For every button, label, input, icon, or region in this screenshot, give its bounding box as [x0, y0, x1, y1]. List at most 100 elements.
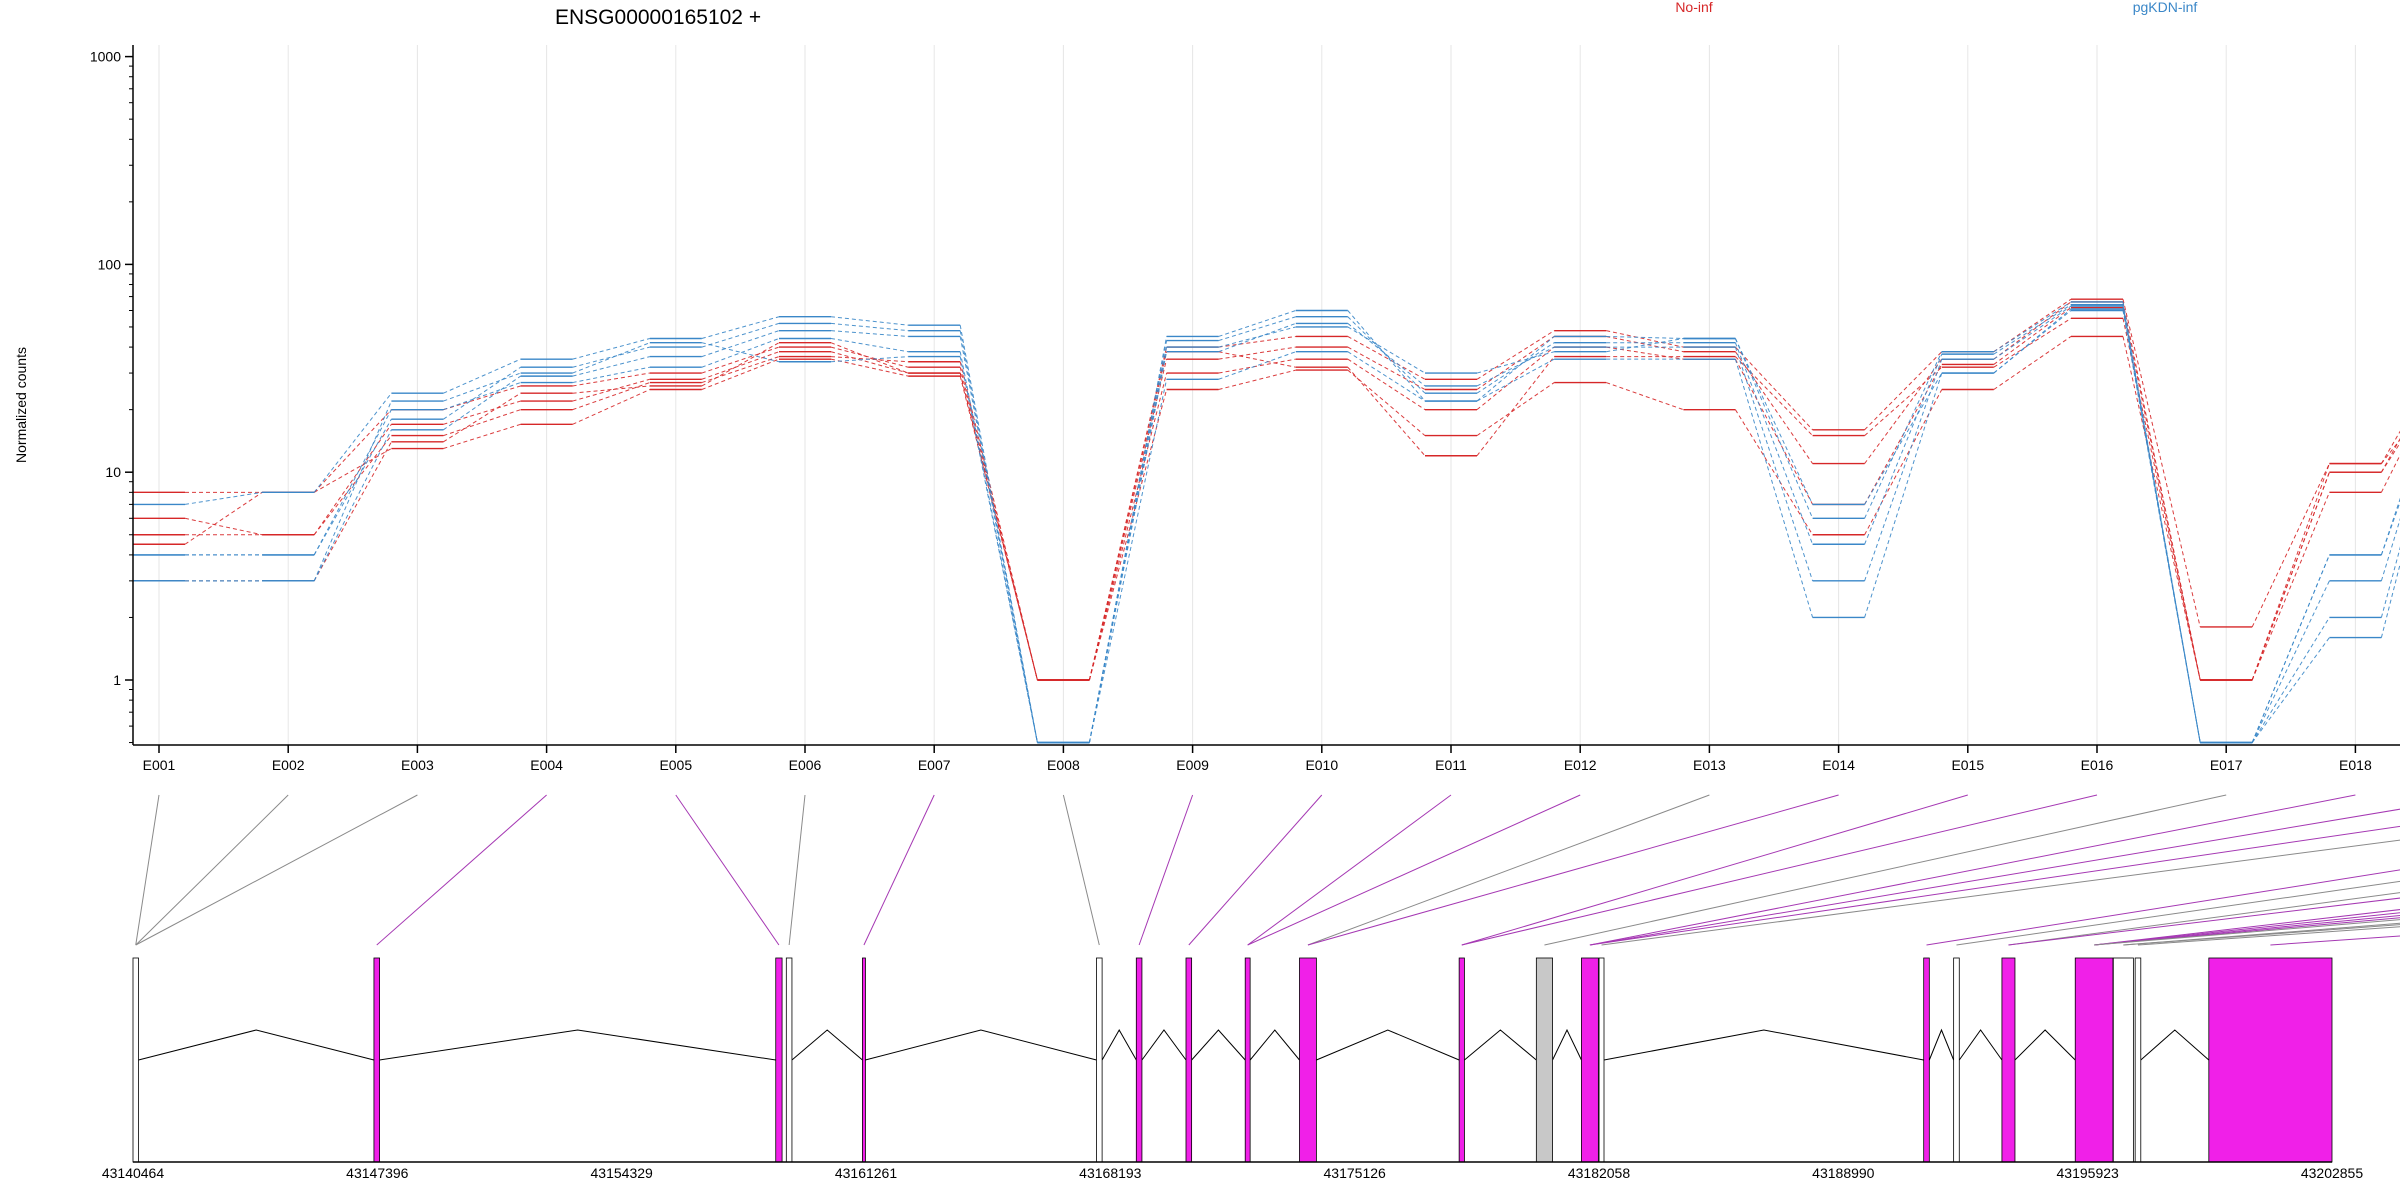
series-pgkdn-inf-7	[133, 36, 2400, 742]
x-axis: E001 E002 E003 E004 E005 E006 E007 E008 E009 E010…	[133, 744, 2400, 773]
exon-block	[2134, 957, 2142, 1163]
series-pgkdn-inf-6	[133, 36, 2400, 743]
exon-block	[2112, 957, 2134, 1163]
series-no-inf-2	[133, 16, 2400, 743]
exon-block	[775, 957, 783, 1163]
series-3-connector	[185, 17, 2400, 743]
connector-e030	[2094, 919, 2400, 946]
connector-e001	[135, 794, 160, 946]
genome-tick-label: 43140464	[102, 1165, 165, 1181]
x-tick-label-e002: E002	[272, 757, 305, 773]
series-2-connector	[185, 16, 2400, 743]
x-tick-label-e014: E014	[1822, 757, 1855, 773]
exon-block	[1185, 957, 1193, 1163]
genome-tick-label: 43147396	[346, 1165, 409, 1181]
exon-connector-lines	[135, 794, 2400, 946]
exon-block	[1135, 957, 1143, 1163]
exon-block	[1535, 957, 1553, 1163]
genome-tick-label: 43182058	[1568, 1165, 1631, 1181]
genome-tick-label: 43154329	[591, 1165, 654, 1181]
x-tick-label-e017: E017	[2210, 757, 2243, 773]
connector-e021	[1601, 839, 2400, 946]
connector-e029	[2094, 917, 2400, 946]
y-tick-label-1000: 1000	[90, 49, 121, 65]
series-10-connector	[185, 39, 2400, 743]
exon-block	[2074, 957, 2114, 1163]
exon-block	[1299, 957, 1317, 1163]
connector-e014	[1307, 794, 1839, 946]
exon-block	[785, 957, 793, 1163]
x-tick-label-e007: E007	[918, 757, 951, 773]
y-tick-label-1: 1	[113, 672, 121, 688]
connector-e016	[1461, 794, 2098, 946]
x-tick-label-e004: E004	[530, 757, 563, 773]
connector-e010	[1188, 794, 1323, 946]
exon-block	[2208, 957, 2333, 1163]
x-tick-label-e003: E003	[401, 757, 434, 773]
legend-label-pgkdn-inf: pgKDN-inf	[2133, 0, 2198, 15]
connector-e024	[2008, 892, 2400, 946]
x-tick-label-e012: E012	[1564, 757, 1597, 773]
connector-e019	[1589, 808, 2400, 946]
vertical-gridlines	[158, 45, 2356, 745]
exon-block	[132, 957, 139, 1163]
x-tick-label-e008: E008	[1047, 757, 1080, 773]
series-8-connector	[185, 37, 2400, 742]
x-tick-label-e009: E009	[1176, 757, 1209, 773]
connector-e031	[2123, 922, 2400, 946]
connector-e004	[376, 794, 547, 946]
exon-block	[1458, 957, 1465, 1163]
series-1-connector	[185, 14, 2400, 742]
connector-e002	[135, 794, 289, 946]
series-no-inf-4	[133, 18, 2400, 742]
connector-e011	[1247, 794, 1452, 946]
genome-tick-label: 43195923	[2057, 1165, 2120, 1181]
x-tick-label-e010: E010	[1305, 757, 1338, 773]
y-tick-label-10: 10	[105, 464, 121, 480]
connector-e007	[863, 794, 935, 946]
legend-label-no-inf: No-inf	[1675, 0, 1712, 15]
connector-e008	[1062, 794, 1100, 946]
y-tick-label-100: 100	[98, 256, 122, 272]
y-axis: 1 10 100 1000	[90, 45, 134, 745]
connector-e022	[1926, 869, 2400, 946]
connector-e012	[1247, 794, 1581, 946]
x-tick-label-e013: E013	[1693, 757, 1726, 773]
series-no-inf-1	[133, 14, 2400, 742]
series-4-connector	[185, 18, 2400, 742]
connector-e003	[135, 794, 418, 946]
series-pgkdn-inf-10	[133, 39, 2400, 743]
series-6-connector	[185, 36, 2400, 743]
x-tick-label-e018: E018	[2339, 757, 2372, 773]
exon-block	[1581, 957, 1599, 1163]
series-9-connector	[185, 38, 2400, 743]
y-axis-label: Normalized counts	[13, 347, 29, 463]
x-tick-label-e001: E001	[143, 757, 176, 773]
exon-block	[1923, 957, 1930, 1163]
exon-block	[373, 957, 380, 1163]
gene-model	[132, 957, 2333, 1163]
genome-tick-label: 43175126	[1324, 1165, 1387, 1181]
exon-block	[2001, 957, 2016, 1163]
connector-e013	[1307, 794, 1710, 946]
x-tick-label-e016: E016	[2081, 757, 2114, 773]
genomic-coordinate-axis: 43140464 43147396 43154329 43161261 43168193…	[102, 1161, 2364, 1181]
x-tick-label-e006: E006	[789, 757, 822, 773]
exon-block	[1598, 957, 1605, 1163]
connector-e020	[1589, 825, 2400, 946]
series-layer	[133, 14, 2400, 742]
connector-e032	[2123, 924, 2400, 946]
connector-e006	[788, 794, 806, 946]
series-7-connector	[185, 36, 2400, 742]
series-no-inf-3	[133, 17, 2400, 743]
chart-title: ENSG00000165102 +	[555, 6, 761, 29]
genome-tick-label: 43161261	[835, 1165, 898, 1181]
connector-e017	[1544, 794, 2227, 946]
x-tick-label-e011: E011	[1435, 757, 1467, 773]
series-5-connector	[185, 19, 2400, 742]
connector-e026	[2094, 909, 2400, 946]
genome-tick-label: 43202855	[2301, 1165, 2364, 1181]
exon-block	[1244, 957, 1251, 1163]
exon-block	[1953, 957, 1960, 1163]
x-tick-label-e015: E015	[1951, 757, 1984, 773]
